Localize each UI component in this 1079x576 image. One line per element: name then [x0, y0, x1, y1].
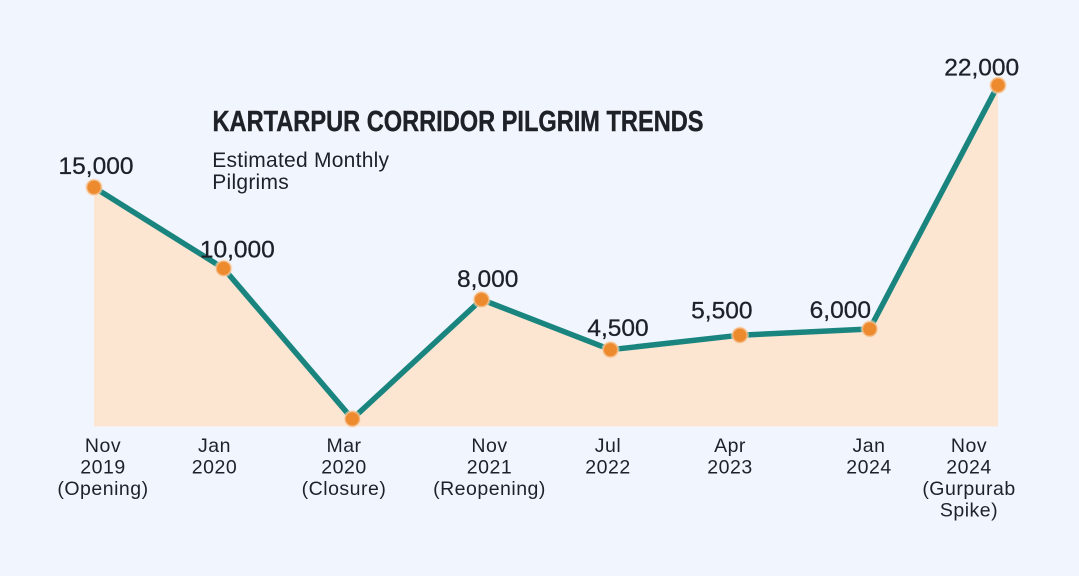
svg-text:(Reopening): (Reopening) [433, 478, 546, 500]
svg-text:15,000: 15,000 [59, 153, 134, 180]
svg-text:Nov: Nov [471, 435, 507, 457]
svg-text:2022: 2022 [585, 457, 630, 479]
svg-text:4,500: 4,500 [587, 315, 648, 342]
svg-text:Pilgrims: Pilgrims [212, 171, 289, 194]
svg-text:22,000: 22,000 [944, 55, 1019, 82]
svg-text:6,000: 6,000 [810, 297, 871, 324]
svg-text:Jan: Jan [853, 435, 886, 457]
svg-text:Nov: Nov [951, 435, 987, 457]
svg-text:2021: 2021 [467, 457, 512, 479]
svg-text:Jul: Jul [595, 435, 621, 457]
svg-text:Apr: Apr [714, 435, 746, 457]
svg-text:Nov: Nov [85, 435, 121, 457]
svg-text:(Opening): (Opening) [57, 478, 148, 500]
svg-text:Estimated Monthly: Estimated Monthly [212, 149, 389, 172]
svg-text:Spike): Spike) [940, 500, 998, 522]
svg-text:2019: 2019 [80, 457, 125, 479]
svg-text:2023: 2023 [707, 457, 752, 479]
svg-text:5,500: 5,500 [691, 298, 752, 325]
svg-text:Mar: Mar [326, 435, 361, 457]
svg-text:2024: 2024 [846, 457, 891, 479]
svg-text:8,000: 8,000 [457, 266, 518, 293]
svg-text:2020: 2020 [192, 457, 237, 479]
svg-text:2024: 2024 [946, 457, 991, 479]
svg-text:(Closure): (Closure) [302, 478, 387, 500]
svg-text:2020: 2020 [321, 457, 366, 479]
svg-text:(Gurpurab: (Gurpurab [922, 478, 1015, 500]
svg-text:Jan: Jan [198, 435, 231, 457]
svg-text:10,000: 10,000 [200, 237, 275, 264]
svg-text:KARTARPUR CORRIDOR PILGRIM TRE: KARTARPUR CORRIDOR PILGRIM TRENDS [213, 106, 704, 138]
